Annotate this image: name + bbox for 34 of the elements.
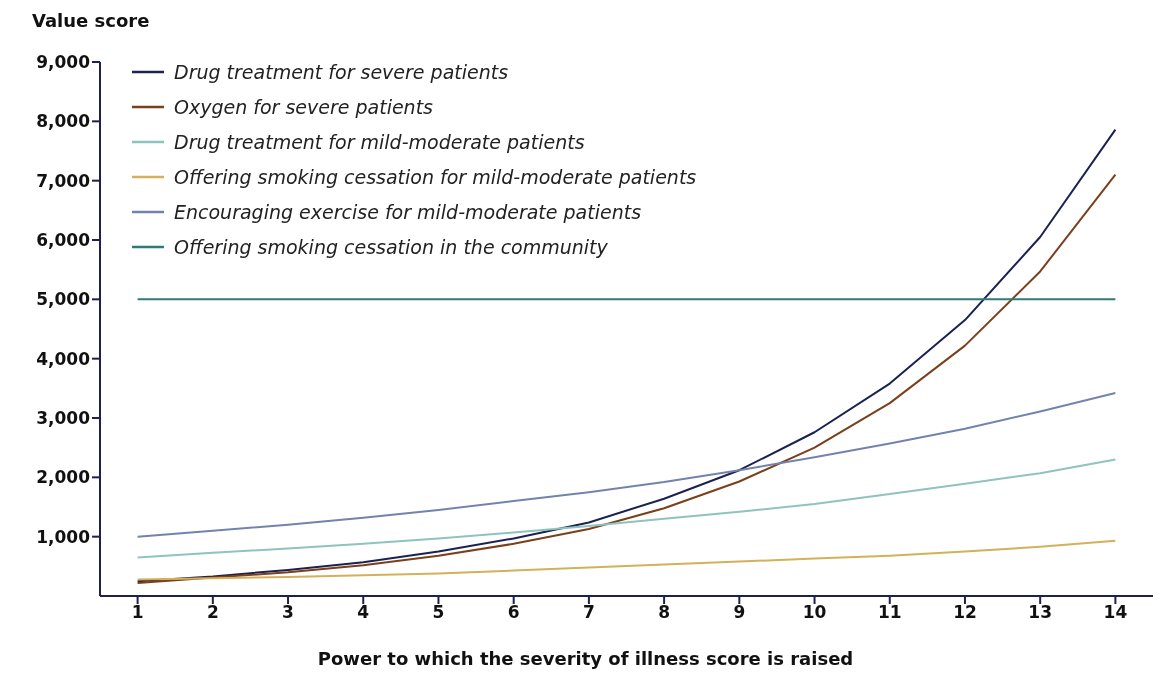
x-tick-label: 3: [282, 602, 294, 623]
legend-label: Drug treatment for severe patients: [174, 59, 509, 85]
y-tick-label: 7,000: [36, 170, 91, 191]
x-tick-label: 5: [432, 602, 445, 623]
x-tick-label: 10: [802, 602, 827, 623]
y-tick-label: 6,000: [36, 230, 91, 251]
y-tick-label: 8,000: [36, 111, 91, 132]
legend-label: Offering smoking cessation for mild-moderate patients: [174, 164, 697, 190]
x-tick-label: 12: [953, 602, 977, 623]
line-series: [136, 458, 1117, 559]
legend-label: Oxygen for severe patients: [174, 94, 434, 120]
x-tick-label: 14: [1103, 602, 1128, 623]
x-tick-label: 13: [1028, 602, 1053, 623]
x-tick-label: 8: [658, 602, 671, 623]
legend-label: Encouraging exercise for mild-moderate patients: [174, 199, 642, 225]
x-tick-label: 4: [357, 602, 370, 623]
x-tick-label: 2: [206, 602, 219, 623]
y-tick-label: 4,000: [36, 348, 91, 369]
y-tick-label: 5,000: [36, 289, 91, 310]
y-tick-label: 9,000: [36, 52, 91, 73]
y-tick-label: 2,000: [36, 467, 91, 488]
x-tick-label: 6: [507, 602, 520, 623]
x-tick-label: 11: [877, 602, 902, 623]
y-tick-label: 3,000: [36, 408, 91, 429]
x-tick-label: 7: [582, 602, 595, 623]
x-axis-title: Power to which the severity of illness score is raised: [316, 648, 855, 669]
y-tick-label: 1,000: [36, 526, 91, 547]
legend-label: Offering smoking cessation in the community: [174, 234, 608, 260]
x-tick-label: 1: [131, 602, 144, 623]
legend-label: Drug treatment for mild-moderate patients: [174, 129, 585, 155]
y-axis-title: Value score: [32, 10, 150, 31]
x-tick-label: 9: [733, 602, 746, 623]
line-series: [136, 539, 1117, 581]
line-series: [136, 392, 1117, 538]
